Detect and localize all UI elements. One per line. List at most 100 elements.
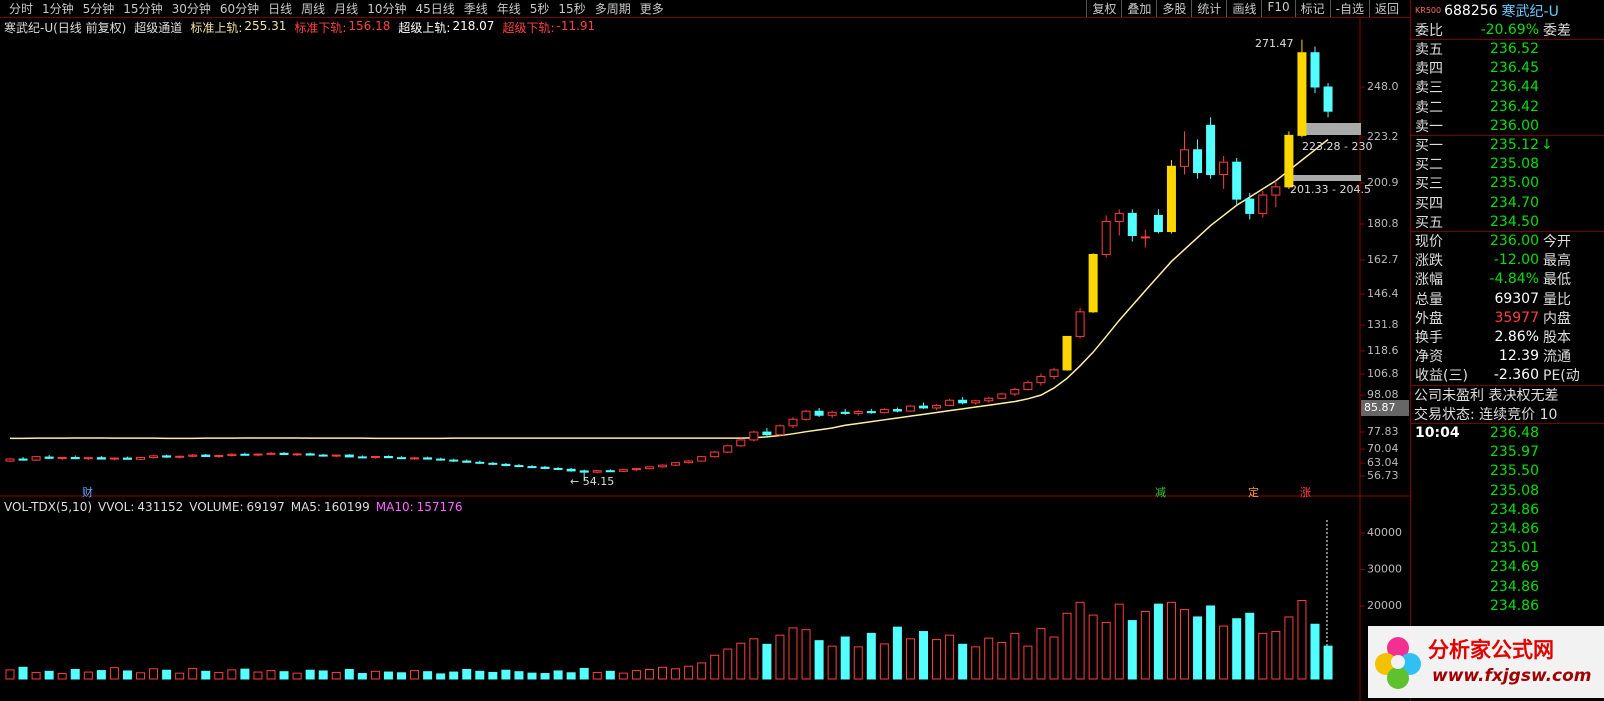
period-button[interactable]: 5秒	[529, 2, 550, 16]
quote-row: 公司未盈利 表决权无差	[1411, 385, 1604, 404]
period-button[interactable]: 30分钟	[171, 2, 211, 16]
price-tick-label: 162.7	[1367, 253, 1399, 266]
ask-label: 卖二	[1415, 99, 1443, 116]
ask-price: 236.45	[1490, 60, 1539, 77]
price-tick-label: 118.6	[1367, 344, 1399, 357]
period-button[interactable]: 日线	[268, 2, 293, 16]
indicator-name[interactable]: 超级通道	[134, 21, 183, 35]
candle-body	[1232, 161, 1242, 200]
volume-tick-label: 20000	[1367, 599, 1402, 612]
period-button[interactable]: 5分钟	[82, 2, 115, 16]
vol-field-value: 69197	[246, 500, 285, 514]
stat-extra: 股本	[1543, 329, 1571, 346]
volume-bar	[279, 671, 289, 680]
stat-extra: 内盘	[1543, 310, 1571, 327]
volume-bar	[44, 670, 54, 680]
candle-body	[1023, 382, 1033, 390]
stat-value: 2.86%	[1494, 328, 1539, 345]
quote-row: 235.01	[1411, 539, 1604, 558]
band-value: 156.18	[348, 19, 391, 33]
ask-price: 236.42	[1490, 98, 1539, 115]
stat-label: 收益(三)	[1415, 368, 1468, 385]
period-button[interactable]: 15秒	[558, 2, 586, 16]
band-value: 255.31	[244, 19, 287, 33]
vol-field-label: MA5:	[290, 500, 321, 514]
candle-body	[1206, 124, 1216, 176]
period-button[interactable]: 15分钟	[123, 2, 163, 16]
period-button[interactable]: 60分钟	[219, 2, 260, 16]
period-button[interactable]: 10分钟	[367, 2, 407, 16]
quote-row: 卖五 236.52	[1411, 39, 1604, 58]
stat-extra: 流通	[1543, 349, 1571, 366]
bid-price: 235.12	[1490, 136, 1539, 153]
stat-extra: 今开	[1543, 233, 1571, 250]
price-tick-label: 200.9	[1367, 176, 1399, 189]
period-button[interactable]: 季线	[463, 2, 488, 16]
candle-body	[83, 457, 93, 460]
tool-button[interactable]: 复权	[1086, 0, 1121, 17]
volume-bar	[514, 671, 524, 680]
period-button[interactable]: 月线	[334, 2, 359, 16]
candle-body	[1127, 212, 1137, 237]
stock-code: 688256	[1444, 2, 1498, 19]
period-button[interactable]: 多周期	[594, 2, 631, 16]
candle-body	[749, 431, 759, 441]
trade-price: 234.86	[1490, 597, 1539, 614]
tool-button[interactable]: 画线	[1226, 0, 1261, 17]
stat-value: -2.360	[1493, 367, 1539, 384]
stat-value: 12.39	[1498, 348, 1539, 365]
zone-box	[1289, 175, 1361, 181]
tool-button[interactable]: -自选	[1329, 0, 1369, 17]
candle-body	[109, 457, 119, 460]
period-button[interactable]: 周线	[301, 2, 326, 16]
candle-body	[671, 462, 681, 466]
quote-row: 委比 -20.69% 委差	[1411, 20, 1604, 41]
trade-price: 234.69	[1490, 559, 1539, 576]
volume-indicator[interactable]: VOL-TDX(5,10)	[4, 500, 93, 514]
volume-bar	[971, 646, 981, 680]
quote-row: 234.86	[1411, 519, 1604, 538]
period-button[interactable]: 更多	[639, 2, 664, 16]
tool-button[interactable]: 多股	[1156, 0, 1191, 17]
bid-arrow: ↓	[1541, 136, 1553, 153]
candle-body	[344, 454, 354, 458]
candle-body	[44, 456, 54, 459]
vol-field-value: 160199	[323, 500, 370, 514]
period-button[interactable]: 年线	[496, 2, 521, 16]
tool-button[interactable]: 统计	[1191, 0, 1226, 17]
volume-bar	[1219, 625, 1229, 680]
volume-bar	[122, 670, 132, 680]
chart-area: 248.0 223.2 200.9 180.8 162.7 146.4 131.8 118.6…	[0, 18, 1410, 701]
candle-body	[801, 410, 811, 420]
period-button[interactable]: 1分钟	[42, 2, 74, 16]
volume-bar	[814, 640, 824, 680]
tool-button[interactable]: 返回	[1368, 0, 1404, 17]
ask-label: 卖四	[1415, 61, 1443, 78]
tool-button[interactable]: 叠加	[1121, 0, 1156, 17]
candle-body	[214, 454, 224, 457]
volume-bar	[357, 673, 367, 680]
volume-header: VOL-TDX(5,10) VVOL: 431152 VOLUME: 69197 MA5…	[4, 500, 462, 516]
stat-extra: 最低	[1543, 272, 1571, 289]
period-button[interactable]: 分时	[9, 2, 34, 16]
candle-body	[31, 456, 41, 461]
quote-row: 总量 69307 量比	[1411, 289, 1604, 308]
price-tick-label: 131.8	[1367, 318, 1399, 331]
candle-body	[1140, 236, 1150, 239]
volume-bar	[984, 637, 994, 680]
quote-row: 买二 235.08	[1411, 155, 1604, 174]
candle-body	[1323, 86, 1333, 112]
candle-body	[866, 411, 876, 414]
volume-bar	[266, 670, 276, 680]
volume-bar	[331, 671, 341, 680]
period-button[interactable]: 45日线	[415, 2, 455, 16]
stat-label: 净资	[1415, 349, 1443, 366]
volume-bar	[1114, 603, 1124, 680]
volume-bar	[383, 671, 393, 680]
candle-body	[579, 470, 589, 473]
tool-button[interactable]: 标记	[1294, 0, 1330, 17]
volume-bar	[1049, 636, 1059, 680]
tool-button[interactable]: F10	[1261, 0, 1294, 17]
candle-body	[475, 461, 485, 464]
watermark: 分析家公式网 www.fxjgsw.com	[1368, 626, 1604, 698]
